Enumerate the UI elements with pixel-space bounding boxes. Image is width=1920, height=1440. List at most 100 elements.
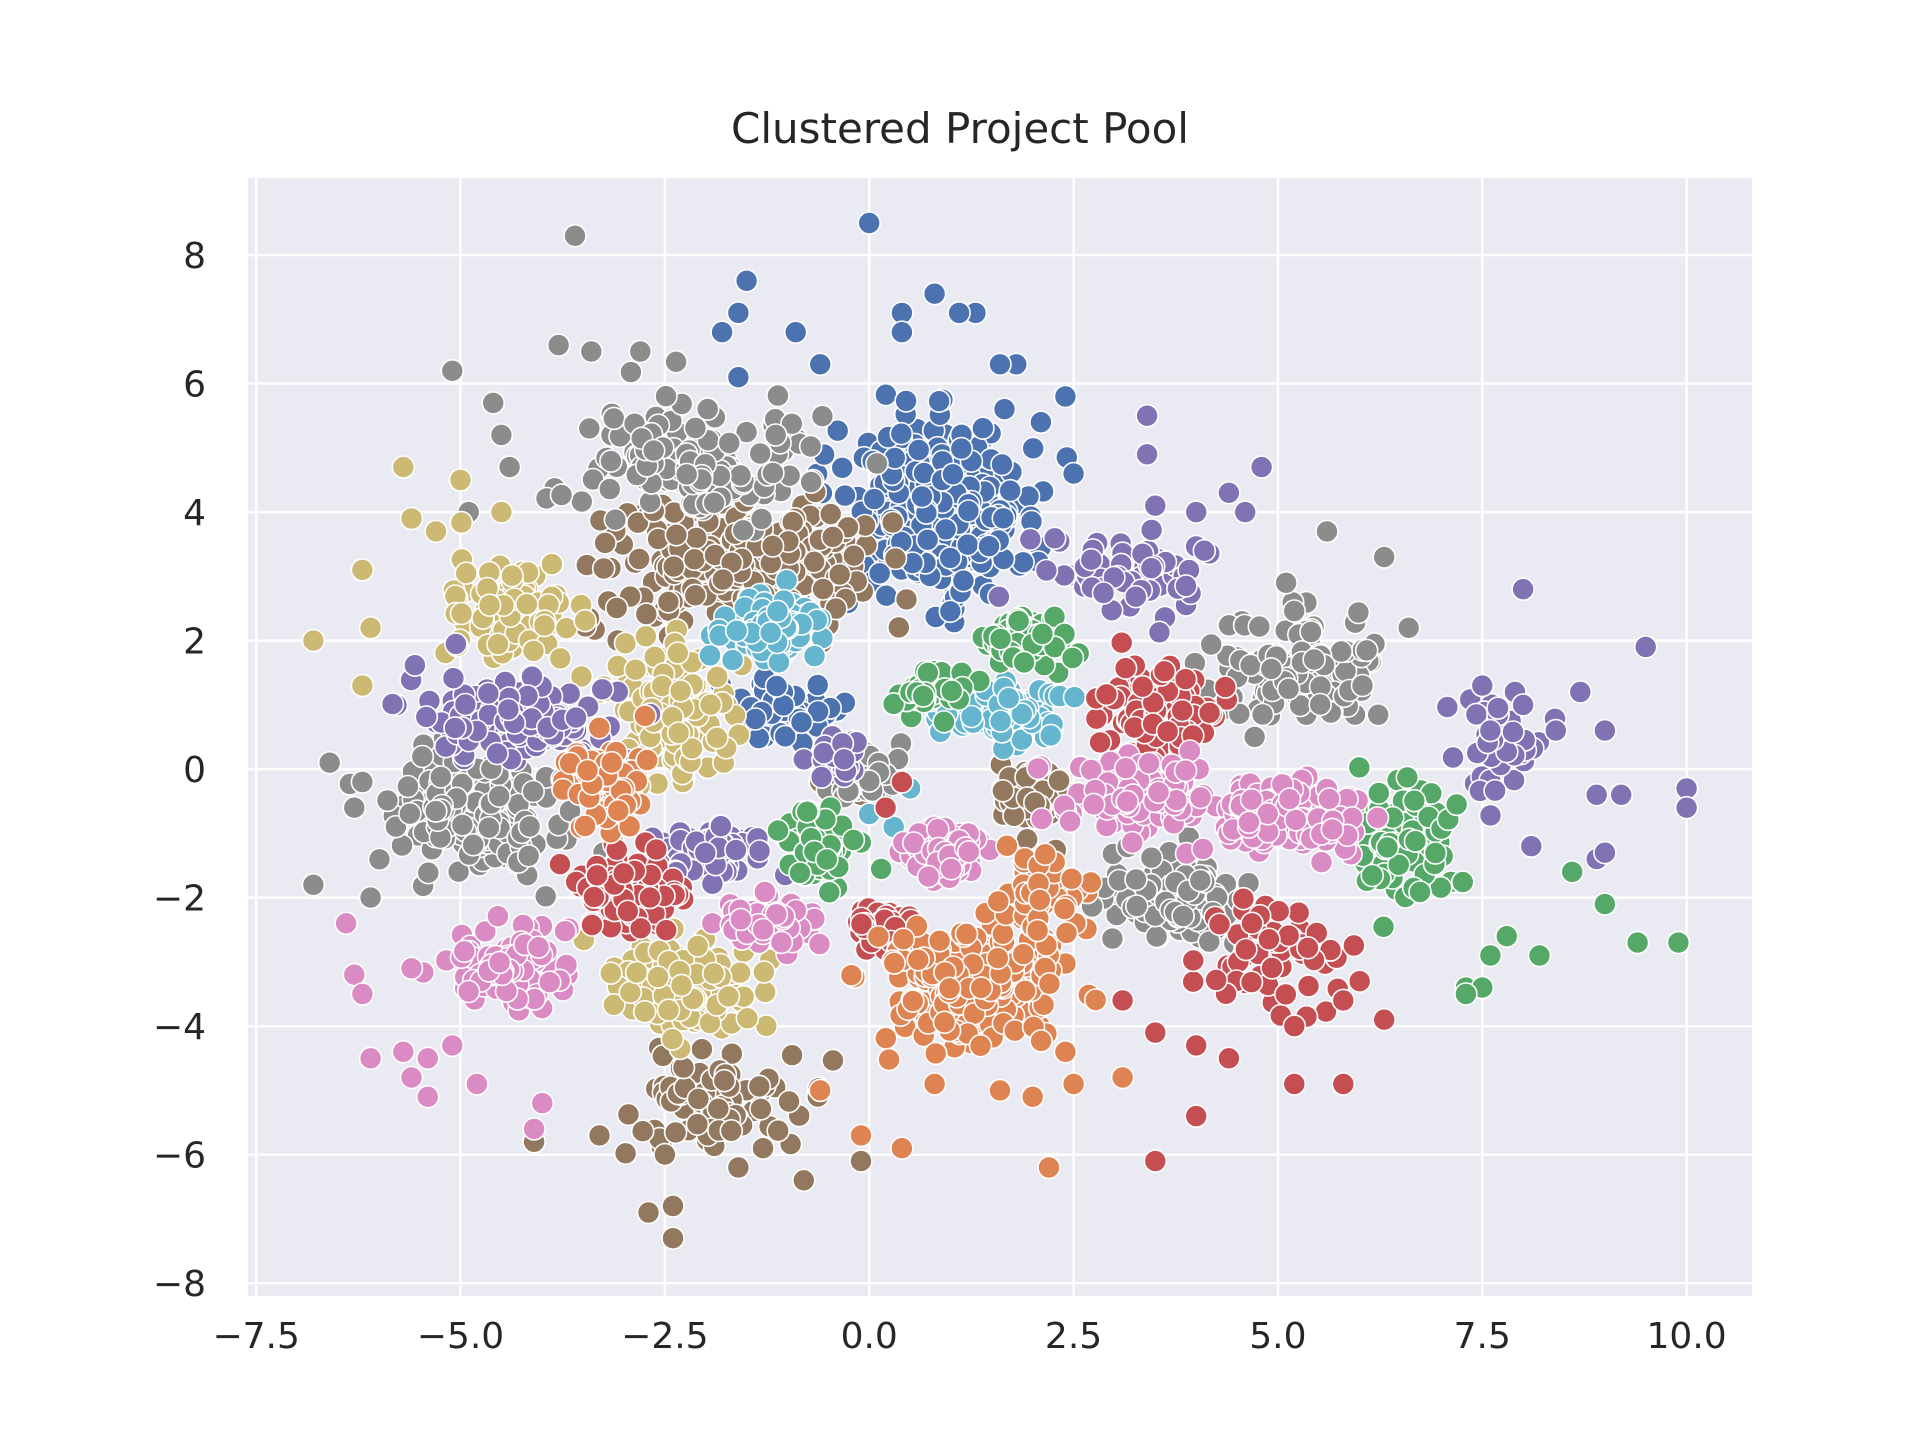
data-point xyxy=(350,770,375,794)
data-point xyxy=(1081,792,1106,817)
data-point xyxy=(1282,599,1306,623)
data-point xyxy=(1143,1020,1168,1045)
data-point xyxy=(988,1078,1012,1103)
data-point xyxy=(1125,894,1149,918)
data-point xyxy=(1408,880,1432,904)
data-point xyxy=(1486,696,1510,720)
data-point xyxy=(1113,656,1138,681)
data-point xyxy=(1025,918,1050,943)
data-point xyxy=(403,653,427,678)
data-point xyxy=(517,814,542,839)
data-point xyxy=(817,880,842,905)
data-point xyxy=(1375,835,1400,860)
data-point xyxy=(765,599,790,624)
data-point xyxy=(1006,609,1031,633)
data-point xyxy=(683,583,708,608)
data-point xyxy=(641,438,666,463)
data-point xyxy=(684,526,709,550)
data-point xyxy=(1120,830,1145,855)
data-point xyxy=(1483,778,1507,803)
data-point xyxy=(1495,924,1519,949)
x-tick-label: 5.0 xyxy=(1249,1316,1306,1357)
data-point xyxy=(951,568,976,593)
data-point xyxy=(814,847,839,872)
data-point xyxy=(1124,584,1148,609)
x-tick-label: −7.5 xyxy=(212,1316,299,1357)
data-point xyxy=(682,547,707,572)
data-points xyxy=(301,211,1699,1250)
data-point xyxy=(449,510,474,535)
data-point xyxy=(521,639,546,663)
data-point xyxy=(693,841,718,865)
data-point xyxy=(712,1068,737,1093)
data-point xyxy=(873,795,898,820)
data-point xyxy=(1178,739,1202,763)
data-point xyxy=(749,507,774,531)
data-point xyxy=(654,384,678,409)
data-point xyxy=(820,525,845,549)
data-point xyxy=(938,546,963,570)
data-point xyxy=(1147,620,1172,645)
data-point xyxy=(416,860,441,885)
data-point xyxy=(477,593,502,618)
data-point xyxy=(767,650,791,675)
data-point xyxy=(603,507,628,532)
data-point xyxy=(1034,558,1059,583)
data-point xyxy=(1053,1040,1078,1064)
data-point xyxy=(1347,969,1372,994)
data-point xyxy=(798,434,823,459)
data-point xyxy=(1501,720,1525,744)
data-point xyxy=(724,838,748,862)
y-tick-label: −2 xyxy=(153,879,206,920)
data-point xyxy=(1367,781,1391,805)
data-point xyxy=(454,561,479,586)
data-point xyxy=(932,1010,957,1035)
data-point xyxy=(705,725,729,750)
data-point xyxy=(1110,1065,1135,1090)
data-point xyxy=(569,489,594,514)
data-point xyxy=(476,681,501,706)
data-point xyxy=(799,470,823,494)
data-point xyxy=(358,615,383,640)
data-point xyxy=(825,418,850,443)
data-point xyxy=(1130,674,1155,699)
data-point xyxy=(456,979,481,1004)
data-point xyxy=(1013,979,1037,1003)
data-point xyxy=(811,577,835,601)
data-point xyxy=(986,889,1011,914)
data-point xyxy=(668,679,693,703)
data-point xyxy=(597,477,622,501)
data-point xyxy=(988,627,1013,651)
data-point xyxy=(1184,500,1208,524)
data-point xyxy=(1143,493,1168,518)
data-point xyxy=(969,976,994,1000)
data-point xyxy=(789,710,814,735)
data-point xyxy=(1296,974,1321,998)
data-point xyxy=(1143,1149,1168,1173)
data-point xyxy=(764,674,789,698)
data-point xyxy=(832,747,856,772)
data-point xyxy=(777,1089,801,1114)
data-point xyxy=(706,1097,731,1121)
data-point xyxy=(1139,518,1164,542)
data-point xyxy=(731,518,756,543)
data-point xyxy=(987,584,1011,609)
data-point xyxy=(1233,500,1257,524)
data-point xyxy=(985,946,1010,971)
x-tick-label: 0.0 xyxy=(841,1316,898,1357)
data-point xyxy=(1277,787,1302,811)
data-point xyxy=(489,500,514,524)
data-point xyxy=(901,989,925,1013)
data-point xyxy=(1396,615,1421,640)
data-point xyxy=(1135,403,1159,428)
data-point xyxy=(350,558,375,582)
data-point xyxy=(1240,911,1264,936)
data-point xyxy=(628,339,653,364)
data-point xyxy=(1478,803,1503,828)
data-point xyxy=(1029,410,1053,435)
data-point xyxy=(661,1226,685,1250)
data-point xyxy=(890,320,914,345)
data-point xyxy=(301,628,326,653)
data-point xyxy=(734,268,759,293)
data-point xyxy=(971,416,995,441)
